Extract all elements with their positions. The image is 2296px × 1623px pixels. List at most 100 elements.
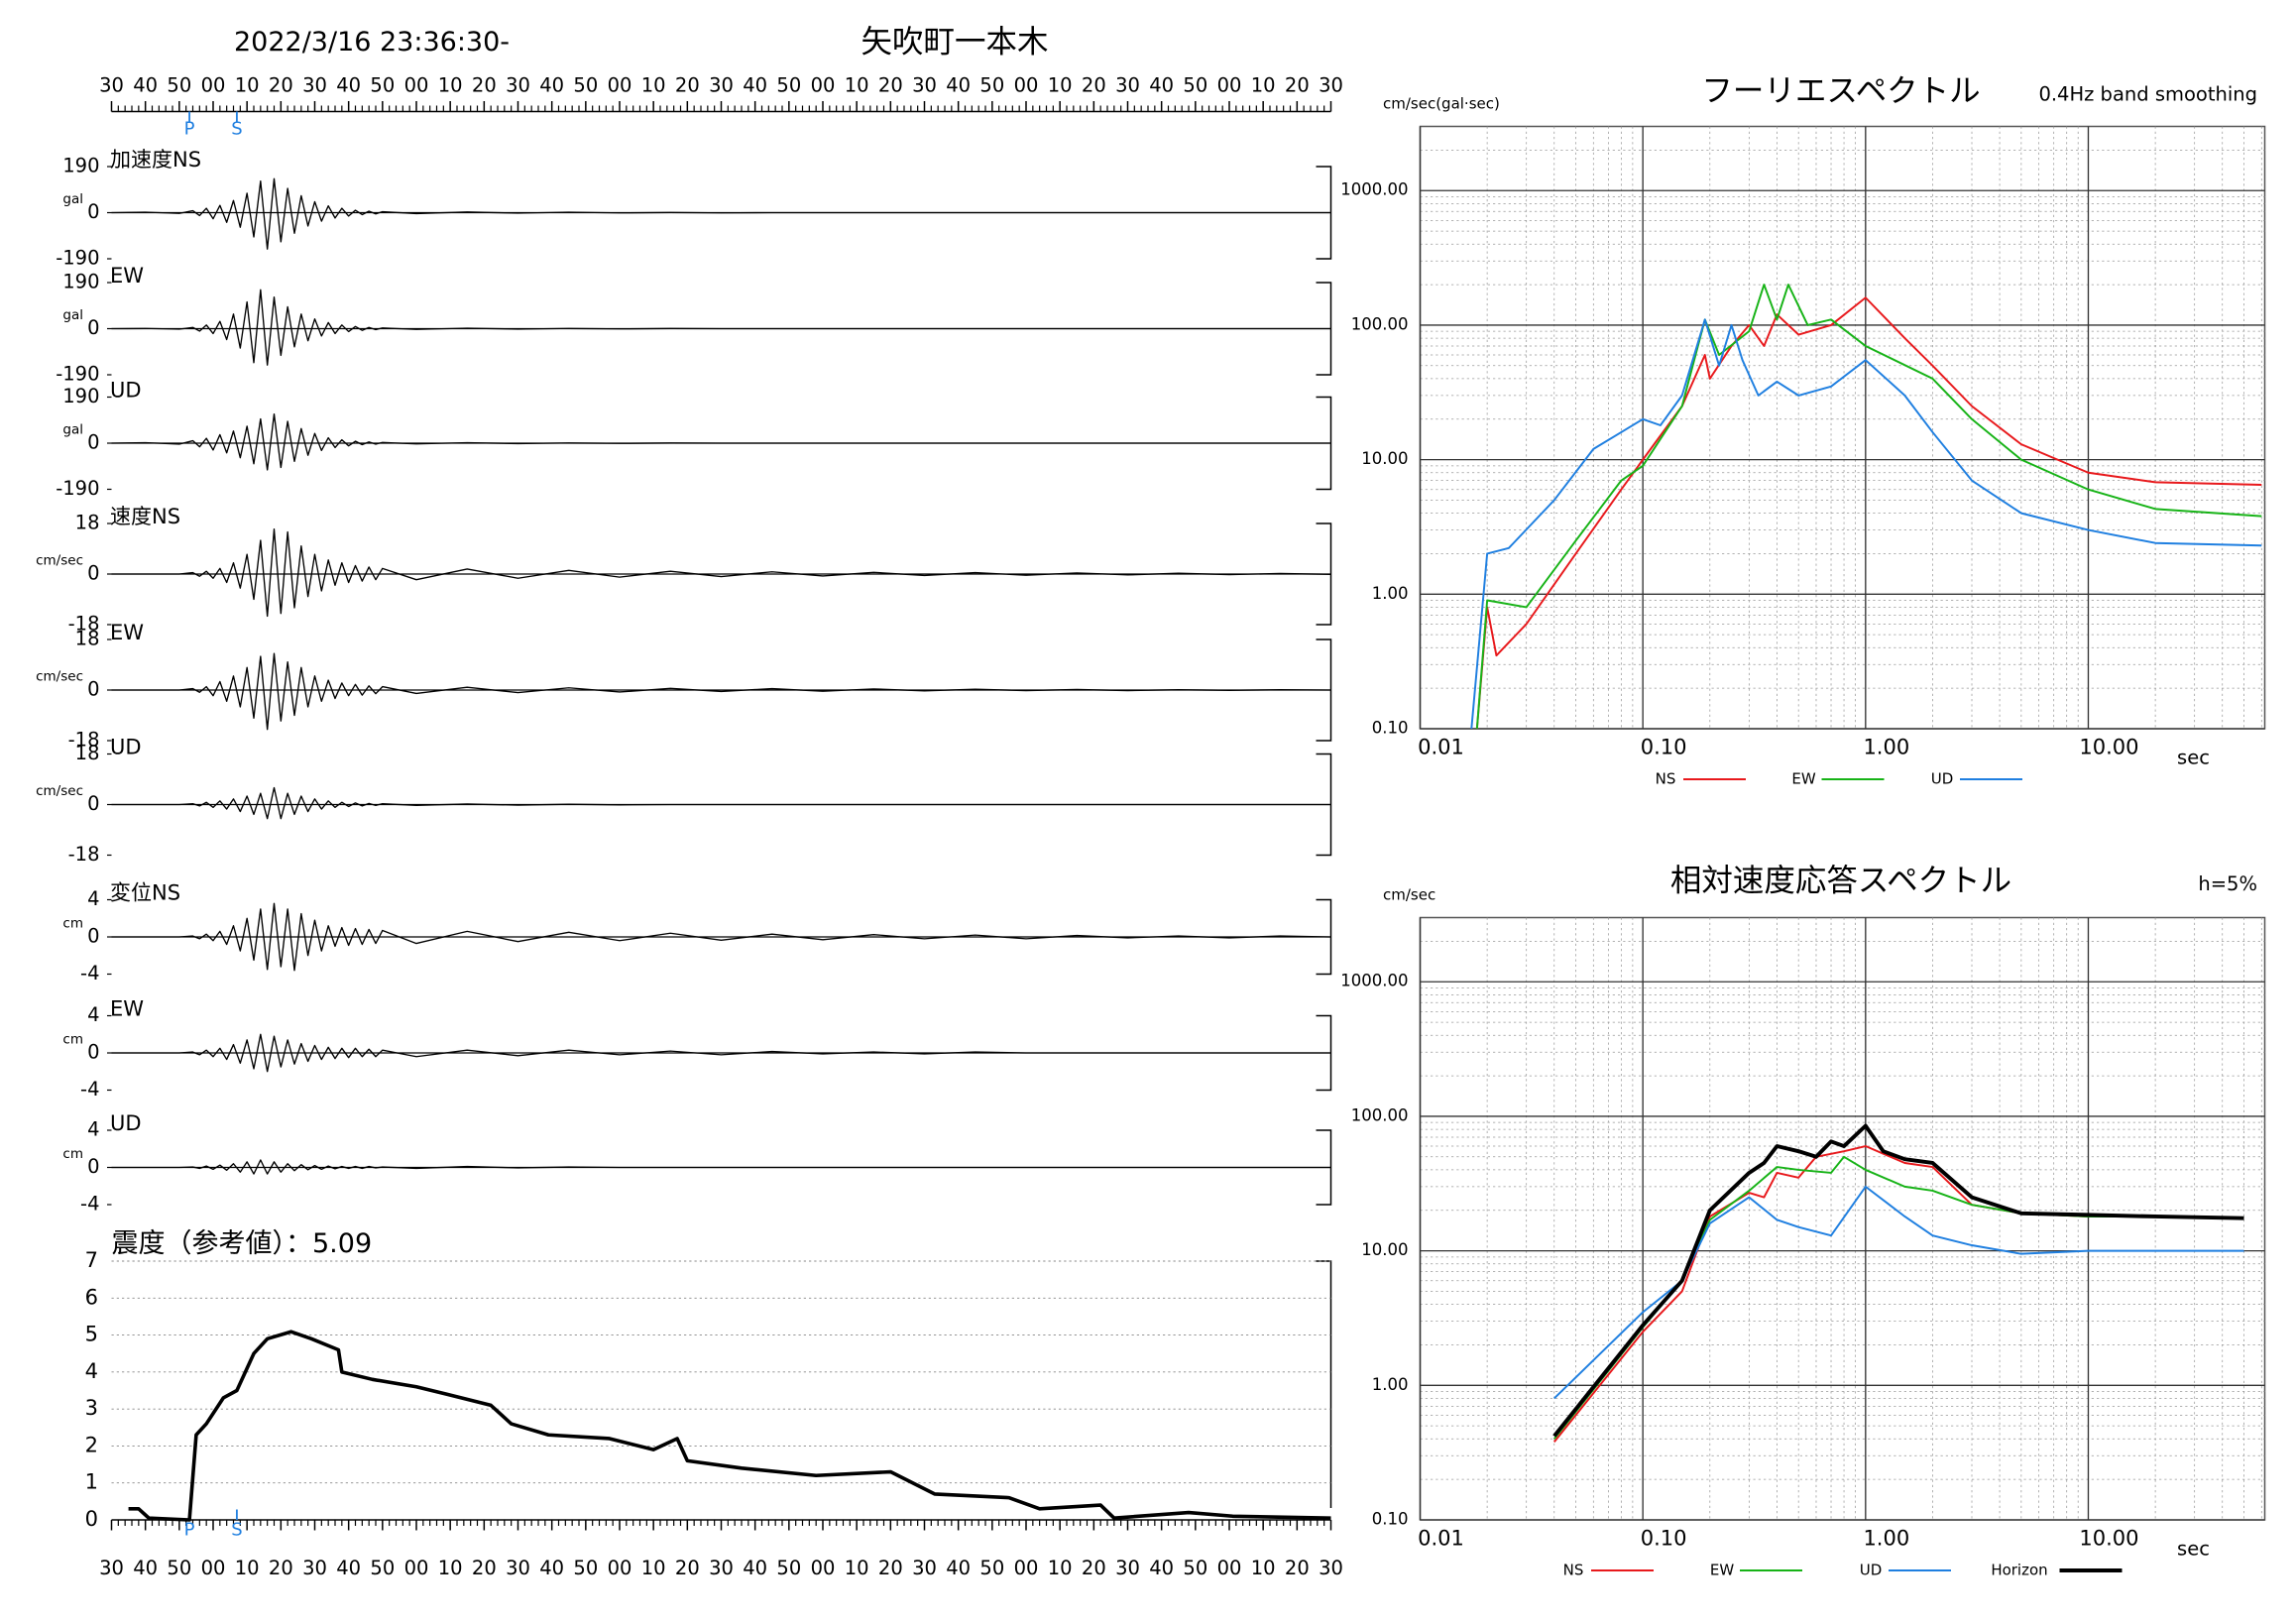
x-tick-label: 0.10 [1641, 736, 1687, 759]
y-tick-label: 0 [87, 792, 99, 815]
x-tick-label: 00 [404, 1557, 429, 1579]
unit-label: cm [62, 1146, 83, 1162]
chart-subtitle: h=5% [2198, 872, 2257, 895]
unit-label: gal [62, 422, 83, 438]
x-tick-label: 10.00 [2079, 1527, 2138, 1551]
x-tick-label: 40 [1149, 1557, 1174, 1579]
x-tick-label: 40 [743, 1557, 767, 1579]
legend-label: Horizon [1991, 1562, 2047, 1579]
x-tick-label: 00 [1014, 74, 1039, 97]
waveform-trace [111, 902, 1331, 972]
x-tick-label: 10 [1251, 74, 1276, 97]
y-tick-label: 1 [85, 1470, 98, 1494]
x-tick-label: 50 [776, 74, 801, 97]
legend-label: UD [1860, 1562, 1883, 1579]
x-tick-label: 00 [608, 1557, 632, 1579]
unit-label: cm/sec [36, 783, 83, 799]
unit-label: gal [62, 307, 83, 323]
y-axis-unit: cm/sec [1383, 886, 1435, 904]
station-name: 矢吹町一本木 [861, 25, 1048, 60]
x-tick-label: 50 [167, 1557, 191, 1579]
y-tick-label: 0 [85, 1507, 98, 1531]
unit-label: cm [62, 916, 83, 932]
legend-label: NS [1656, 770, 1676, 788]
trace-name: 速度NS [110, 505, 180, 528]
y-tick-label: -190 [56, 247, 99, 270]
x-tick-label: 20 [472, 1557, 497, 1579]
waveform-trace [111, 786, 1331, 820]
x-axis-unit: sec [2177, 1538, 2210, 1561]
x-tick-label: 30 [1115, 74, 1140, 97]
x-tick-label: 30 [506, 74, 530, 97]
x-tick-label: 00 [608, 74, 632, 97]
y-tick-label: 0.10 [1372, 719, 1409, 738]
y-tick-label: 0 [87, 316, 99, 339]
y-tick-label: 0 [87, 431, 99, 454]
x-tick-label: 50 [776, 1557, 801, 1579]
x-tick-label: 30 [912, 1557, 937, 1579]
legend-label: NS [1563, 1562, 1584, 1579]
y-tick-label: -190 [56, 363, 99, 386]
unit-label: gal [62, 191, 83, 207]
x-tick-label: 40 [133, 74, 158, 97]
x-tick-label: 20 [1285, 74, 1310, 97]
y-tick-label: -190 [56, 477, 99, 500]
x-tick-label: 30 [1115, 1557, 1140, 1579]
x-tick-label: 10 [1048, 1557, 1073, 1579]
x-tick-label: 10 [1048, 74, 1073, 97]
y-tick-label: 100.00 [1351, 1105, 1409, 1124]
x-tick-label: 20 [878, 1557, 903, 1579]
x-tick-label: 40 [336, 1557, 361, 1579]
x-tick-label: 10 [235, 1557, 260, 1579]
y-tick-label: 18 [75, 512, 100, 534]
spectrum-line [1475, 296, 2262, 730]
spectrum-line [1470, 318, 2262, 730]
x-tick-label: 50 [370, 1557, 395, 1579]
x-tick-label: 30 [1319, 1557, 1343, 1579]
x-tick-label: 30 [302, 74, 327, 97]
x-tick-label: 20 [472, 74, 497, 97]
x-tick-label: 20 [269, 74, 293, 97]
x-tick-label: 1.00 [1863, 1527, 1909, 1551]
x-tick-label: 20 [1285, 1557, 1310, 1579]
datetime: 2022/3/16 23:36:30- [234, 27, 510, 58]
x-tick-label: 40 [946, 1557, 971, 1579]
legend-label: EW [1710, 1562, 1734, 1579]
unit-label: cm/sec [36, 553, 83, 569]
x-tick-label: 40 [133, 1557, 158, 1579]
trace-name: UD [110, 1111, 142, 1135]
chart-title: フーリエスペクトル [1701, 73, 1980, 109]
y-tick-label: -4 [80, 962, 99, 985]
x-tick-label: 10 [845, 1557, 869, 1579]
y-axis-unit: cm/sec(gal·sec) [1383, 95, 1500, 113]
y-tick-label: -18 [68, 843, 100, 866]
y-tick-label: 0 [87, 1041, 99, 1064]
y-tick-label: 10.00 [1361, 449, 1408, 468]
y-tick-label: 190 [62, 271, 99, 293]
y-tick-label: 1.00 [1372, 584, 1409, 603]
phase-label: P [184, 1520, 195, 1541]
spectrum-line [1552, 1123, 2244, 1438]
y-tick-label: 10.00 [1361, 1240, 1408, 1259]
y-tick-label: 0 [87, 200, 99, 223]
x-tick-label: 40 [946, 74, 971, 97]
x-tick-label: 0.10 [1641, 1527, 1687, 1551]
x-tick-label: 10 [641, 1557, 666, 1579]
trace-name: UD [110, 379, 142, 403]
x-tick-label: 40 [743, 74, 767, 97]
x-tick-label: 40 [336, 74, 361, 97]
x-tick-label: 20 [878, 74, 903, 97]
x-tick-label: 00 [1217, 1557, 1242, 1579]
x-tick-label: 20 [269, 1557, 293, 1579]
x-tick-label: 30 [99, 1557, 124, 1579]
unit-label: cm/sec [36, 669, 83, 685]
trace-name: 加速度NS [110, 148, 201, 172]
y-tick-label: 0 [87, 925, 99, 948]
x-tick-label: 30 [99, 74, 124, 97]
x-tick-label: 10 [438, 1557, 463, 1579]
phase-label: S [231, 1520, 242, 1541]
x-tick-label: 10 [235, 74, 260, 97]
x-tick-label: 00 [1014, 1557, 1039, 1579]
x-tick-label: 30 [912, 74, 937, 97]
x-tick-label: 30 [302, 1557, 327, 1579]
